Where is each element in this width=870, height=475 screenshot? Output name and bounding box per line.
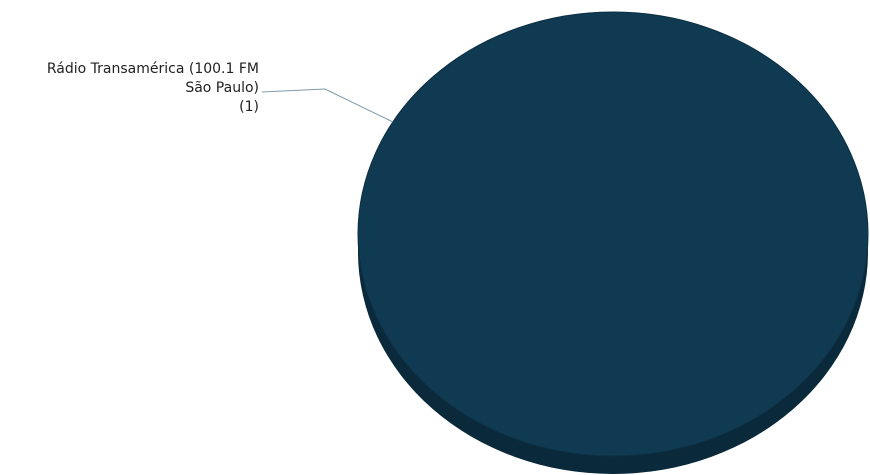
- leader-group: [261, 88, 394, 123]
- pie-group: [357, 11, 869, 474]
- pie-slice-0: [357, 11, 869, 457]
- slice-label-line-3: (1): [239, 99, 259, 115]
- leader-line-0: [261, 88, 394, 123]
- slice-label-line-1: Rádio Transamérica (100.1 FM: [46, 61, 259, 77]
- slice-label-line-2: São Paulo): [185, 80, 259, 96]
- slice-label-radio-transamerica: Rádio Transamérica (100.1 FM São Paulo) …: [0, 60, 259, 117]
